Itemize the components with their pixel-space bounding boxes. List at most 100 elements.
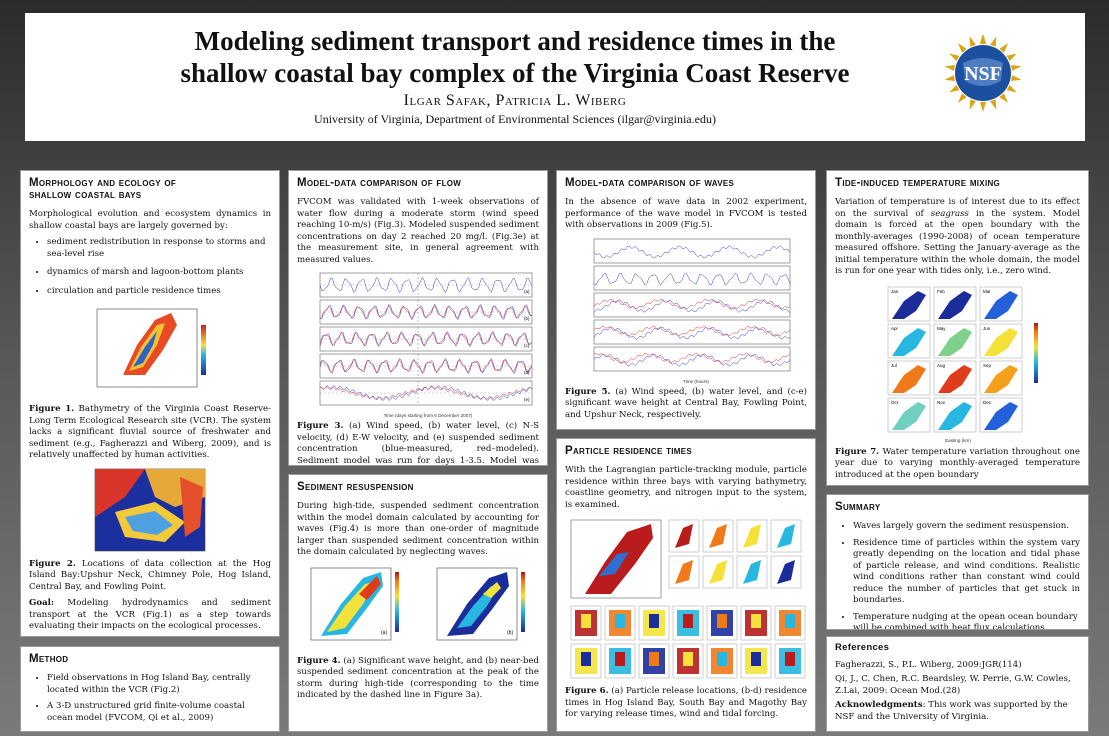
- modeled-series-line: [319, 332, 533, 346]
- morphology-intro: Morphological evolution and ecosystem dy…: [29, 209, 271, 231]
- modeled-series-line: [319, 305, 533, 319]
- month-label: May: [937, 326, 946, 331]
- measured-series-line: [593, 325, 791, 340]
- measured-series-line: [593, 298, 791, 313]
- poster-header: Modeling sediment transport and residenc…: [25, 13, 1085, 141]
- flow-text: FVCOM was validated with 1-week observat…: [297, 197, 539, 265]
- panel-tag: (e): [524, 397, 530, 402]
- resuspension-panel: Sediment resuspension During high-tide, …: [288, 474, 548, 732]
- measured-series-line: [320, 384, 533, 401]
- summary-panel: Summary Waves largely govern the sedimen…: [826, 494, 1089, 630]
- panel-tag: (c): [524, 343, 530, 348]
- figure-5-panel: [593, 238, 791, 263]
- figure-3-timeseries: (a) (b) (c) (d) (e) Time (days starting from…: [319, 272, 533, 418]
- panel-tag: (a): [524, 289, 530, 294]
- month-label: Dec: [983, 400, 992, 405]
- list-item: Residence time of particles within the s…: [853, 538, 1080, 607]
- flow-heading: Model-data comparison of flow: [297, 177, 462, 189]
- month-label: Mar: [983, 289, 991, 294]
- acknowledgments: Acknowledgments: This work was supported…: [835, 700, 1068, 722]
- nsf-logo-icon: NSF: [944, 34, 1022, 112]
- reference-1: Fagherazzi, S., P.L. Wiberg, 2009:JGR(11…: [835, 659, 1022, 670]
- measured-series-line: [593, 271, 791, 286]
- waves-heading: Model-data comparison of waves: [565, 177, 735, 189]
- list-item: Temperature nudging at the opean ocean b…: [853, 612, 1080, 630]
- list-item: A 3-D unstructured grid finite-volume co…: [47, 701, 271, 724]
- method-bullets: Field observations in Hog Island Bay, ce…: [29, 673, 271, 724]
- month-label: Apr: [891, 326, 899, 331]
- morphology-panel: Morphology and ecology of shallow coastal…: [20, 170, 280, 637]
- figure-5-panel: [593, 319, 791, 344]
- month-label: Oct: [891, 400, 899, 405]
- method-panel: Method Field observations in Hog Island …: [20, 646, 280, 732]
- figure-5-xlabel: Time (hours): [683, 379, 709, 384]
- figure-7-xlabel: Easting (km): [945, 438, 971, 443]
- measured-series-line: [593, 352, 791, 367]
- summary-bullets: Waves largely govern the sediment resusp…: [835, 521, 1080, 630]
- figure-7-caption: Figure 7. Water temperature variation th…: [835, 446, 1080, 480]
- references-heading: References: [835, 642, 890, 653]
- modeled-series-line: [319, 386, 533, 400]
- svg-text:(b): (b): [507, 630, 513, 636]
- modeled-series-line: [593, 298, 791, 309]
- figure-5-timeseries: Time (hours): [593, 238, 791, 384]
- particle-panel: Particle residence times With the Lagran…: [556, 438, 816, 732]
- modeled-series-line: [593, 325, 791, 336]
- measured-series-line: [593, 244, 791, 259]
- figure-1-bathymetry-map: [96, 308, 206, 388]
- measured-series-line: [319, 276, 533, 294]
- figure-5-caption: Figure 5. (a) Wind speed, (b) water leve…: [565, 386, 807, 420]
- particle-text: With the Lagrangian particle-tracking mo…: [565, 465, 807, 510]
- affiliation: University of Virginia, Department of En…: [314, 112, 716, 126]
- temperature-panel: Tide-induced temperature mixing Variatio…: [826, 170, 1089, 486]
- waves-text: In the absence of wave data in 2002 expe…: [565, 197, 807, 230]
- figure-2-hog-island-map: [94, 468, 206, 551]
- particle-heading: Particle residence times: [565, 445, 693, 457]
- flow-panel: Model-data comparison of flow FVCOM was …: [288, 170, 548, 466]
- figure-4-maps: (a) (b): [310, 567, 525, 640]
- modeled-series-line: [593, 351, 791, 364]
- authors: Ilgar Safak, Patricia L. Wiberg: [403, 92, 627, 109]
- month-label: Nov: [937, 400, 946, 405]
- temperature-text: Variation of temperature is of interest …: [835, 197, 1080, 276]
- month-label: Feb: [937, 289, 945, 294]
- measured-series-line: [319, 303, 533, 321]
- month-label: Sep: [983, 363, 992, 368]
- month-label: Jul: [891, 363, 897, 368]
- summary-heading: Summary: [835, 501, 881, 513]
- month-label: Jun: [983, 326, 991, 331]
- panel-tag: (d): [524, 370, 530, 375]
- figure-7-monthly-maps: Jan Feb Mar Apr May Jun Jul Aug Sep Oct Nov Dec Eas…: [887, 286, 1038, 443]
- panel-tag: (b): [524, 316, 530, 321]
- method-heading: Method: [29, 653, 69, 665]
- figure-3-caption: Figure 3. (a) Wind speed, (b) water leve…: [297, 421, 539, 466]
- list-item: sediment redistribution in response to s…: [47, 237, 271, 260]
- title-line-1: Modeling sediment transport and residenc…: [194, 26, 836, 56]
- svg-text:NSF: NSF: [964, 63, 1002, 85]
- resuspension-heading: Sediment resuspension: [297, 481, 414, 493]
- references-panel: References Fagherazzi, S., P.L. Wiberg, …: [826, 636, 1089, 732]
- measured-series-line: [319, 357, 533, 375]
- list-item: dynamics of marsh and lagoon-bottom plan…: [47, 267, 271, 279]
- title-line-2: shallow coastal bay complex of the Virgi…: [180, 58, 850, 88]
- figure-5-panel: [593, 346, 791, 371]
- morphology-heading: Morphology and ecology of shallow coastal…: [29, 177, 177, 201]
- list-item: circulation and particle residence times: [47, 286, 271, 298]
- svg-text:(a): (a): [381, 630, 387, 636]
- resuspension-text: During high-tide, suspended sediment con…: [297, 501, 539, 557]
- figure-3-xlabel: Time (days starting from 6 December 2007…: [384, 413, 473, 418]
- figure-5-panel: [593, 265, 791, 290]
- list-item: Field observations in Hog Island Bay, ce…: [47, 673, 271, 696]
- figure-4-caption: Figure 4. (a) Significant wave height, a…: [297, 655, 539, 701]
- figure-1-caption: Figure 1. Bathymetry of the Virginia Coa…: [29, 404, 271, 460]
- temperature-heading: Tide-induced temperature mixing: [835, 177, 1001, 189]
- list-item: Waves largely govern the sediment resusp…: [853, 521, 1080, 533]
- figure-2-caption: Figure 2. Locations of data collection a…: [29, 558, 271, 592]
- goal-text: Goal: Modeling hydrodynamics and sedimen…: [29, 598, 271, 631]
- figure-5-panel: [593, 292, 791, 317]
- figure-6-caption: Figure 6. (a) Particle release locations…: [565, 686, 807, 719]
- poster-title: Modeling sediment transport and residenc…: [75, 25, 955, 89]
- month-label: Jan: [891, 289, 899, 294]
- month-label: Aug: [937, 363, 946, 368]
- modeled-series-line: [319, 359, 533, 373]
